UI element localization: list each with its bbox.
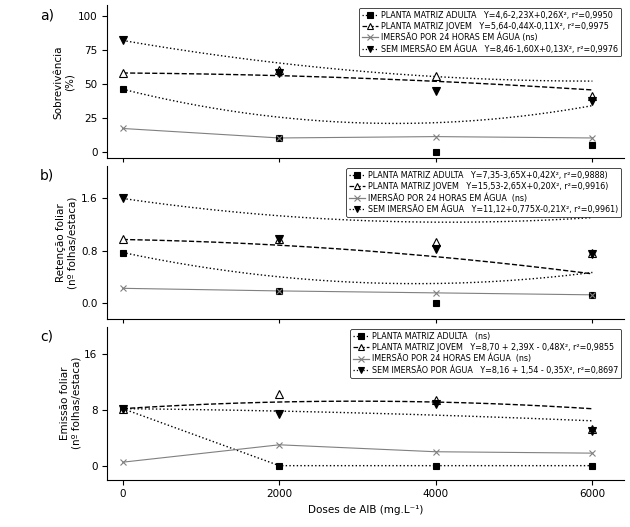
Text: c): c) [40, 329, 53, 344]
Y-axis label: Retenção foliar
(nº folhas/estaca): Retenção foliar (nº folhas/estaca) [56, 196, 78, 289]
Y-axis label: Sobrevivência
(%): Sobrevivência (%) [54, 45, 75, 119]
Text: a): a) [40, 8, 54, 22]
Text: b): b) [40, 169, 54, 183]
Legend: PLANTA MATRIZ ADULTA   (ns), PLANTA MATRIZ JOVEM   Y=8,70 + 2,39X - 0,48X², r²=0: PLANTA MATRIZ ADULTA (ns), PLANTA MATRIZ… [350, 329, 621, 378]
X-axis label: Doses de AIB (mg.L⁻¹): Doses de AIB (mg.L⁻¹) [307, 505, 423, 515]
Legend: PLANTA MATRIZ ADULTA   Y=7,35-3,65X+0,42X², r²=0,9888), PLANTA MATRIZ JOVEM   Y=: PLANTA MATRIZ ADULTA Y=7,35-3,65X+0,42X²… [346, 168, 621, 217]
Y-axis label: Emissão foliar
(nº folhas/estaca): Emissão foliar (nº folhas/estaca) [60, 357, 81, 449]
Legend: PLANTA MATRIZ ADULTA   Y=4,6-2,23X+0,26X², r²=0,9950, PLANTA MATRIZ JOVEM   Y=5,: PLANTA MATRIZ ADULTA Y=4,6-2,23X+0,26X²,… [359, 8, 621, 56]
